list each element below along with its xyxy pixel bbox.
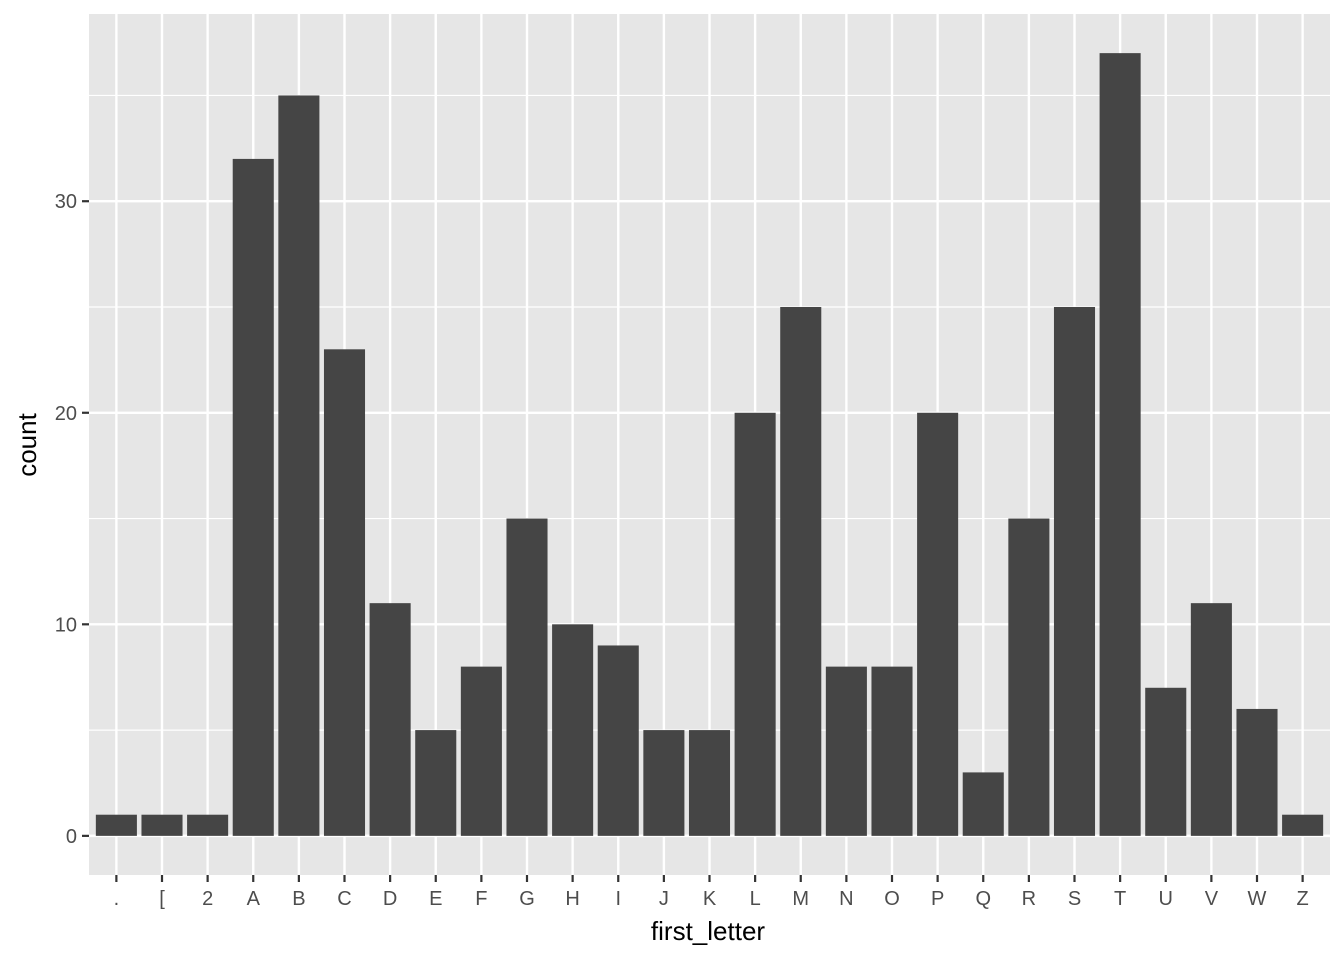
x-tick-label: L: [750, 888, 761, 910]
x-axis-title: first_letter: [651, 916, 765, 946]
bar: [597, 645, 639, 836]
bar: [323, 349, 366, 836]
bar: [187, 814, 229, 836]
x-tick-label: U: [1159, 888, 1173, 910]
x-tick-label: .: [114, 888, 120, 910]
bar: [415, 730, 457, 836]
bar: [780, 306, 822, 836]
bar: [688, 730, 731, 836]
bar: [460, 666, 502, 836]
x-tick-label: Z: [1297, 888, 1309, 910]
x-tick-label: B: [292, 888, 305, 910]
bar: [1008, 518, 1050, 836]
x-tick-label: P: [931, 888, 944, 910]
bar: [552, 624, 594, 836]
x-tick-label: I: [615, 888, 621, 910]
x-tick-label: E: [429, 888, 442, 910]
bar: [917, 412, 959, 836]
bar: [643, 730, 685, 836]
bar: [1099, 53, 1141, 836]
x-tick-label: W: [1248, 888, 1267, 910]
x-tick-label: H: [565, 888, 579, 910]
bars: [95, 53, 1324, 836]
x-tick-label: M: [792, 888, 809, 910]
x-tick-label: C: [337, 888, 351, 910]
x-tick-label: S: [1068, 888, 1081, 910]
x-tick-label: A: [247, 888, 261, 910]
y-axis-title: count: [12, 412, 42, 476]
bar: [1236, 708, 1278, 836]
bar: [1282, 814, 1324, 836]
bar: [506, 518, 548, 836]
x-tick-label: N: [839, 888, 853, 910]
x-tick-label: D: [383, 888, 397, 910]
x-tick-label: O: [884, 888, 900, 910]
x-tick-label: K: [703, 888, 717, 910]
x-axis: . [2 A B C D E F G H I J K L M N O P Q R S T U V W Z: [114, 875, 1309, 910]
x-tick-label: G: [519, 888, 535, 910]
x-tick-label: F: [475, 888, 487, 910]
bar: [871, 666, 913, 836]
x-tick-label: V: [1205, 888, 1219, 910]
bar: [95, 814, 137, 836]
x-tick-label: [: [159, 888, 165, 910]
bar: [232, 158, 274, 836]
y-tick-label: 20: [55, 403, 77, 425]
x-tick-label: Q: [975, 888, 991, 910]
bar: [141, 814, 183, 836]
bar: [962, 772, 1004, 836]
bar: [1053, 306, 1096, 836]
bar: [278, 95, 320, 836]
bar: [1190, 603, 1232, 836]
x-tick-label: R: [1022, 888, 1036, 910]
y-axis: 0 10 20 30: [55, 191, 89, 848]
x-tick-label: J: [659, 888, 669, 910]
bar: [734, 412, 776, 836]
bar: [825, 666, 867, 836]
y-tick-label: 0: [66, 826, 77, 848]
x-tick-label: T: [1114, 888, 1126, 910]
bar: [369, 603, 411, 836]
bar: [1145, 687, 1187, 836]
y-tick-label: 30: [55, 191, 77, 213]
x-tick-label: 2: [202, 888, 213, 910]
y-tick-label: 10: [55, 614, 77, 636]
